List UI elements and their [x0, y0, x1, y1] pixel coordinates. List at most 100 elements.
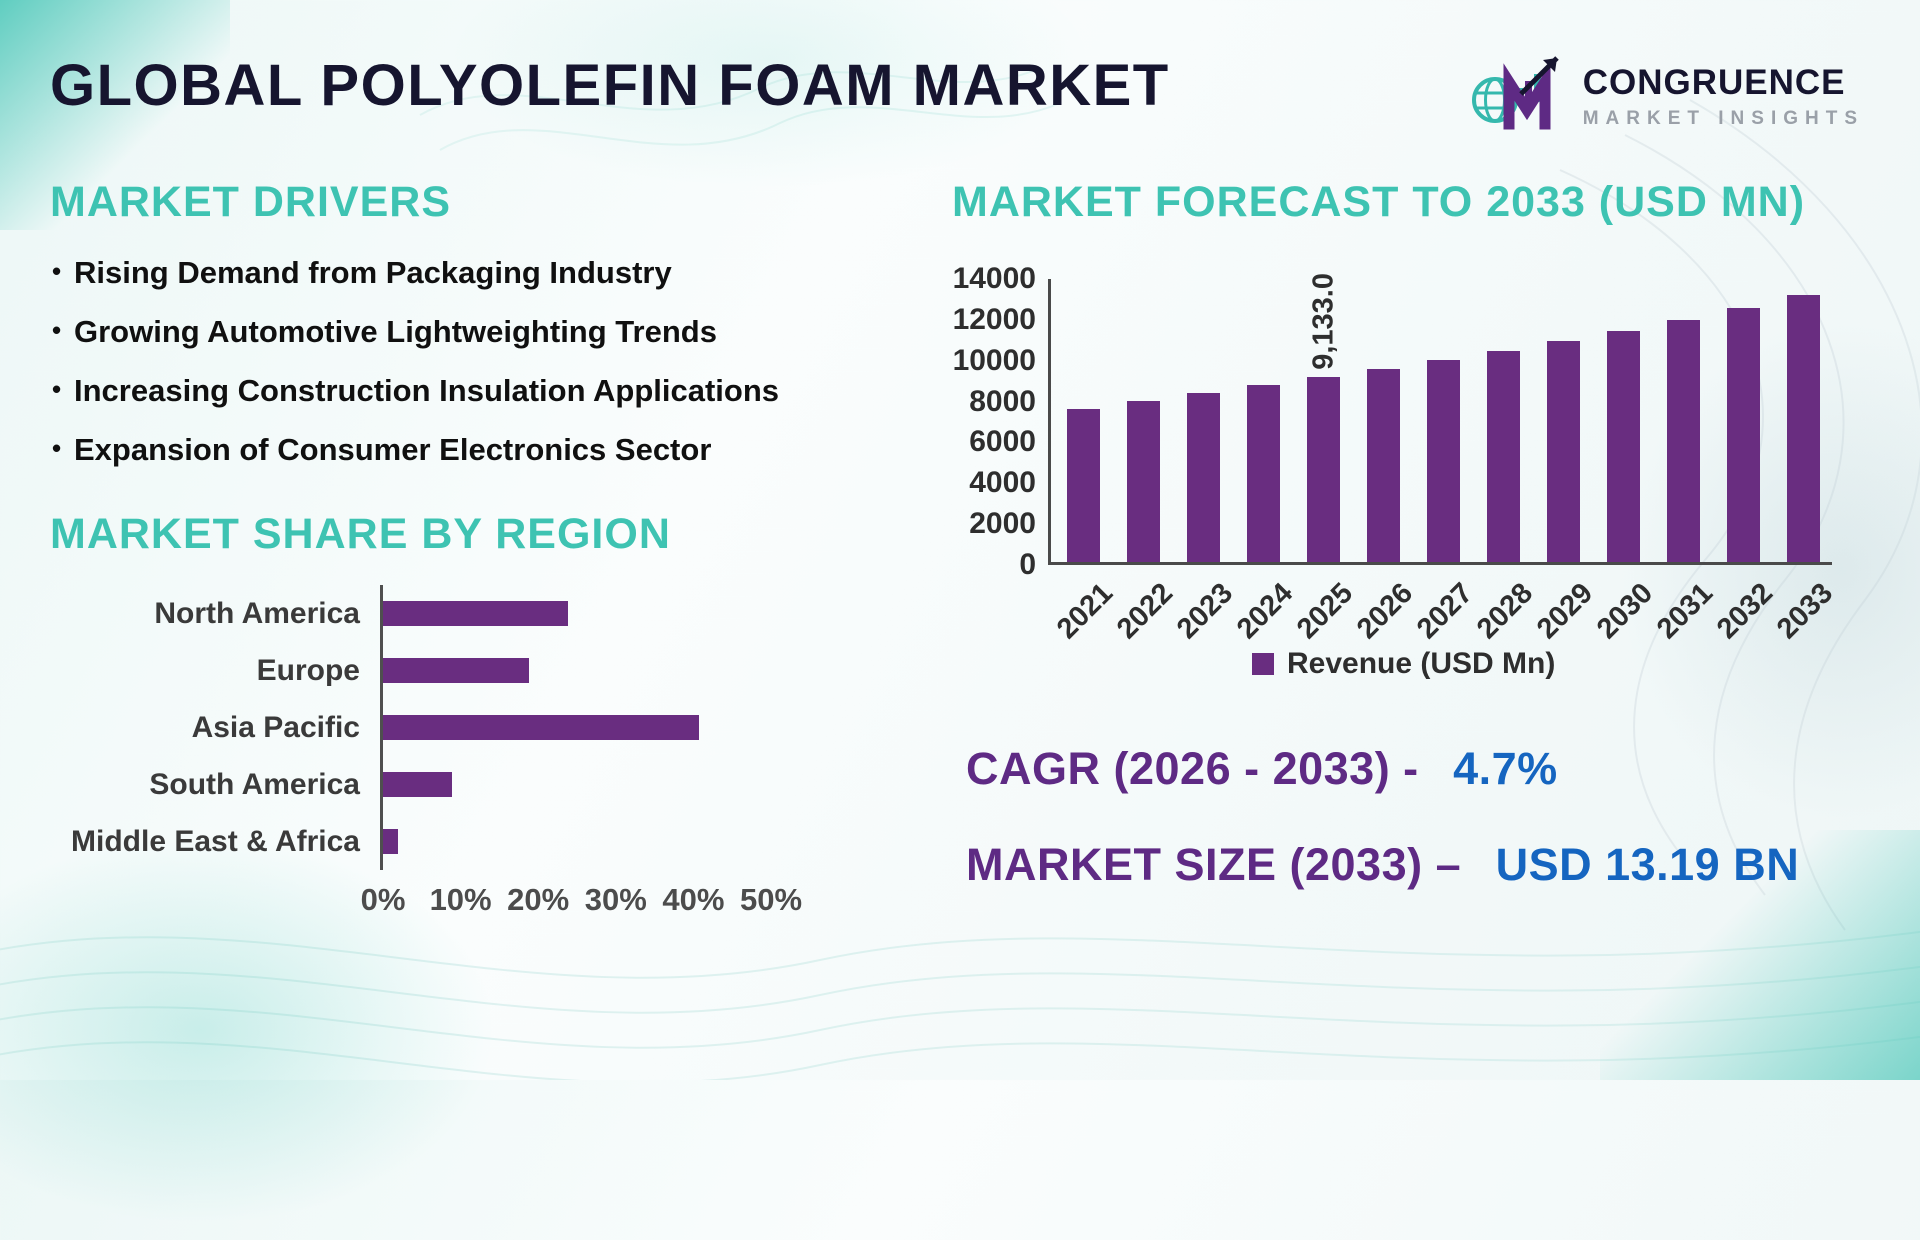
cagr-label: CAGR (2026 - 2033) -	[966, 743, 1419, 794]
region-label: Europe	[256, 653, 360, 687]
bar-value-callout: 9,133.0	[1307, 272, 1339, 370]
region-bar-track	[380, 813, 768, 870]
x-tick-slot: 2024	[1231, 565, 1299, 645]
x-tick-label: 2031	[1651, 577, 1720, 646]
main-content: MARKET DRIVERS Rising Demand from Packag…	[0, 178, 1920, 924]
forecast-plot: 9,133.0	[1048, 273, 1832, 565]
market-size-value: USD 13.19 BN	[1495, 839, 1800, 890]
forecast-bar-2029	[1547, 341, 1580, 562]
region-label: South America	[149, 767, 360, 801]
region-label: Middle East & Africa	[71, 824, 360, 858]
x-tick-slot: 2033	[1771, 565, 1839, 645]
market-drivers-heading: MARKET DRIVERS	[50, 178, 452, 226]
forecast-bar-slot: 9,133.0	[1307, 273, 1340, 562]
forecast-bar-2027	[1427, 360, 1460, 562]
x-tick-label: 2029	[1531, 577, 1600, 646]
x-tick-label: 40%	[662, 882, 725, 917]
forecast-bar-2022	[1127, 401, 1160, 562]
region-chart-axis: 0% 10% 20% 30% 40% 50%	[361, 882, 802, 924]
x-tick-slot: 2023	[1171, 565, 1239, 645]
legend-swatch	[1252, 653, 1274, 675]
market-drivers-list: Rising Demand from Packaging Industry Gr…	[50, 255, 930, 468]
region-bar-track	[380, 642, 768, 699]
forecast-bar-slot	[1787, 279, 1820, 562]
x-tick-slot: 2027	[1411, 565, 1479, 645]
x-tick-label: 2032	[1711, 577, 1780, 646]
region-row: Europe	[50, 642, 930, 699]
region-row: Middle East & Africa	[50, 813, 930, 870]
forecast-bar-slot	[1667, 279, 1700, 562]
x-tick-slot: 2032	[1711, 565, 1779, 645]
x-tick-label: 2030	[1591, 577, 1660, 646]
x-tick-label: 20%	[507, 882, 570, 917]
company-logo: CONGRUENCE MARKET INSIGHTS	[1469, 48, 1864, 144]
x-tick-label: 2025	[1291, 577, 1360, 646]
region-bar	[383, 772, 453, 797]
x-tick-label: 2028	[1471, 577, 1540, 646]
x-tick-slot: 2030	[1591, 565, 1659, 645]
key-stats: CAGR (2026 - 2033) - 4.7% MARKET SIZE (2…	[966, 743, 1864, 891]
x-tick-slot: 2021	[1051, 565, 1119, 645]
y-tick-label: 10000	[952, 343, 1036, 377]
region-row: Asia Pacific	[50, 699, 930, 756]
region-bar	[383, 829, 399, 854]
forecast-bar-slot	[1487, 279, 1520, 562]
region-row: North America	[50, 585, 930, 642]
forecast-chart: 0 2000 4000 6000 8000 10000 12000 14000 9,133.0…	[952, 264, 1864, 646]
forecast-bar-2024	[1247, 385, 1280, 562]
y-tick-label: 6000	[969, 425, 1036, 459]
forecast-bar-slot	[1067, 279, 1100, 562]
x-tick-label: 2027	[1411, 577, 1480, 646]
x-tick-label: 2026	[1351, 577, 1420, 646]
x-tick-label: 0%	[360, 882, 406, 917]
forecast-bar-slot	[1427, 279, 1460, 562]
y-tick-label: 14000	[952, 262, 1036, 295]
region-row: South America	[50, 756, 930, 813]
region-bar-track	[380, 756, 768, 813]
region-chart-rows: North America Europe Asia Pacific South Ame…	[50, 585, 930, 870]
forecast-bar-slot	[1127, 279, 1160, 562]
y-tick-label: 12000	[952, 302, 1036, 336]
forecast-bar-2031	[1667, 320, 1700, 562]
market-size-label: MARKET SIZE (2033) –	[966, 839, 1462, 890]
forecast-bar-slot	[1247, 279, 1280, 562]
forecast-bar-slot	[1727, 279, 1760, 562]
y-tick-label: 2000	[969, 507, 1036, 541]
forecast-bar-2033	[1787, 295, 1820, 562]
region-bar-track	[380, 585, 768, 642]
x-tick-slot: 2028	[1471, 565, 1539, 645]
x-tick-slot: 2026	[1351, 565, 1419, 645]
forecast-bar-2032	[1727, 308, 1760, 562]
forecast-bar-2021	[1067, 409, 1100, 562]
driver-item: Increasing Construction Insulation Appli…	[50, 373, 930, 409]
x-tick-label: 30%	[584, 882, 647, 917]
x-tick-label: 2022	[1111, 577, 1180, 646]
forecast-plot-area: 9,133.0 2021 2022 2023 2024 2025 2026 2027 2028…	[1048, 273, 1840, 645]
x-tick-label: 2023	[1171, 577, 1240, 646]
right-column: MARKET FORECAST TO 2033 (USD MN) 0 2000 40…	[930, 178, 1864, 924]
x-tick-label: 2021	[1051, 577, 1120, 646]
forecast-bar-slot	[1607, 279, 1640, 562]
y-tick-label: 8000	[969, 384, 1036, 418]
y-tick-label: 4000	[969, 466, 1036, 500]
page-title: GLOBAL POLYOLEFIN FOAM MARKET	[50, 53, 1170, 118]
x-tick-label: 2024	[1231, 577, 1300, 646]
chart-legend: Revenue (USD Mn)	[1252, 647, 1864, 681]
forecast-bar-2028	[1487, 350, 1520, 562]
logo-tagline: MARKET INSIGHTS	[1582, 107, 1864, 129]
forecast-bar-2025: 9,133.0	[1307, 273, 1340, 562]
logo-name: CONGRUENCE	[1582, 62, 1846, 102]
x-tick-slot: 2029	[1531, 565, 1599, 645]
region-bar	[383, 658, 530, 683]
x-tick-slot: 2025	[1291, 565, 1359, 645]
header: GLOBAL POLYOLEFIN FOAM MARKET CONGRUENCE…	[0, 0, 1920, 144]
company-logo-icon	[1471, 56, 1559, 130]
forecast-bar-2026	[1367, 368, 1400, 562]
forecast-bar-2030	[1607, 330, 1640, 562]
driver-item: Growing Automotive Lightweighting Trends	[50, 314, 930, 350]
x-tick-slot: 2031	[1651, 565, 1719, 645]
market-size-stat: MARKET SIZE (2033) – USD 13.19 BN	[966, 839, 1864, 891]
driver-item: Expansion of Consumer Electronics Sector	[50, 432, 930, 468]
forecast-bar-2023	[1187, 393, 1220, 562]
x-tick-slot: 2022	[1111, 565, 1179, 645]
